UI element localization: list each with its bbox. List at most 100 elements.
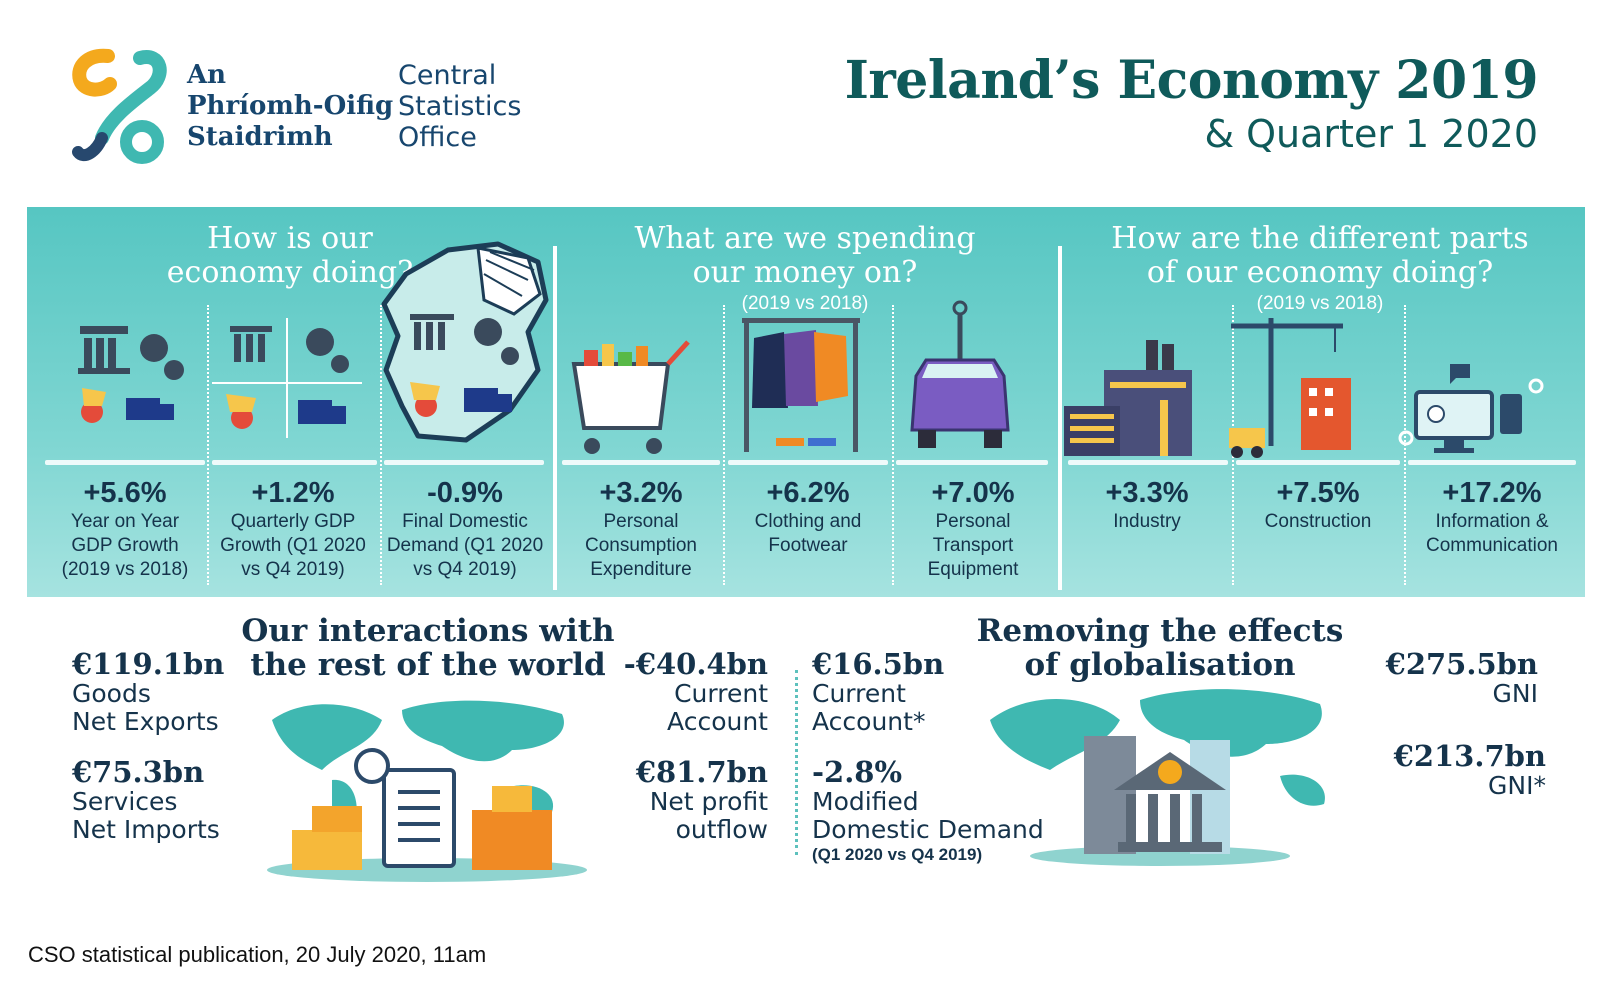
spending-question-line: our money on? <box>692 255 918 290</box>
goods-net-exports: €119.1bn Goods Net Exports <box>72 648 224 736</box>
stat-value: +17.2% <box>1442 477 1542 509</box>
spending-question: What are we spending our money on? <box>600 222 1010 290</box>
stat-value: -0.9% <box>427 477 503 509</box>
sectors-question-line: of our economy doing? <box>1146 255 1494 290</box>
stat-industry: +3.3% Industry <box>1064 476 1230 534</box>
stat-label: Final Domestic <box>402 511 528 532</box>
section-divider <box>553 246 557 590</box>
current-account-label: Current <box>674 679 768 708</box>
interactions-title: Our interactions with the rest of the wo… <box>238 614 618 682</box>
interactions-title-line: the rest of the world <box>250 647 606 683</box>
logo-irish-line: Staidrimh <box>187 122 333 152</box>
net-profit-label: Net profit <box>649 787 768 816</box>
stat-label: vs Q4 2019) <box>241 559 345 580</box>
world-bank-icon <box>990 689 1325 866</box>
stat-value: +3.3% <box>1105 477 1189 509</box>
stat-label: Personal <box>935 511 1011 532</box>
publication-footer: CSO statistical publication, 20 July 202… <box>28 942 487 967</box>
modified-domestic-demand: -2.8% Modified Domestic Demand (Q1 2020 … <box>812 756 1044 866</box>
stat-value: +5.6% <box>83 477 167 509</box>
net-profit-label: outflow <box>675 815 768 844</box>
modified-demand-label: Modified <box>812 787 919 816</box>
economy-question: How is our economy doing? <box>100 222 480 290</box>
shelf-line <box>1068 460 1228 465</box>
current-account-star-label: Account* <box>812 707 926 736</box>
stat-label: Information & <box>1435 511 1549 532</box>
logo-english-line: Office <box>398 122 477 153</box>
stat-gdp-quarterly: +1.2% Quarterly GDP Growth (Q1 2020 vs Q… <box>209 476 377 582</box>
stat-construction: +7.5% Construction <box>1234 476 1402 534</box>
current-account-label: Account <box>667 707 768 736</box>
stat-label: Year on Year <box>70 511 180 532</box>
logo-english-line: Central <box>398 60 497 91</box>
shopping-cart-icon <box>571 340 690 454</box>
logo-english-name: Central Statistics Office <box>398 60 521 153</box>
economy-question-line: economy doing? <box>166 255 414 290</box>
stat-label: Footwear <box>768 535 848 556</box>
stat-value: +7.0% <box>931 477 1015 509</box>
services-label: Net Imports <box>72 815 220 844</box>
shelf-line <box>384 460 544 465</box>
construction-crane-icon <box>1229 318 1351 458</box>
final-demand-icon <box>410 314 519 417</box>
sectors-period: (2019 vs 2018) <box>1256 293 1384 314</box>
logo-irish-line: Phríomh-Oifig <box>187 91 394 121</box>
logo-irish-line: An <box>187 60 227 90</box>
stat-personal-consumption: +3.2% Personal Consumption Expenditure <box>560 476 722 582</box>
services-label: Services <box>72 787 178 816</box>
world-trade-icon <box>267 700 587 882</box>
current-account-value: -€40.4bn <box>623 647 768 681</box>
spending-period: (2019 vs 2018) <box>741 293 869 314</box>
stat-label: vs Q4 2019) <box>413 559 517 580</box>
modified-demand-label: Domestic Demand <box>812 815 1044 844</box>
net-profit-value: €81.7bn <box>635 755 768 789</box>
current-account-star-label: Current <box>812 679 906 708</box>
stat-transport-equipment: +7.0% Personal Transport Equipment <box>894 476 1052 582</box>
gni-label: GNI <box>1492 679 1538 708</box>
stat-label: Construction <box>1264 511 1372 532</box>
page-title: Ireland’s Economy 2019 <box>844 50 1539 111</box>
stat-clothing-footwear: +6.2% Clothing and Footwear <box>726 476 890 558</box>
services-value: €75.3bn <box>72 755 205 789</box>
globalisation-title-line: Removing the effects <box>976 613 1344 649</box>
dotted-divider <box>892 305 894 585</box>
stat-label: (2019 vs 2018) <box>61 559 189 580</box>
services-net-imports: €75.3bn Services Net Imports <box>72 756 220 844</box>
shelf-line <box>212 460 377 465</box>
stat-label: GDP Growth <box>71 535 179 556</box>
dotted-divider <box>380 305 382 585</box>
quarterly-growth-icon <box>212 318 362 438</box>
stat-information-communication: +17.2% Information & Communication <box>1406 476 1578 558</box>
modified-demand-note: (Q1 2020 vs Q4 2019) <box>812 845 983 864</box>
spending-question-line: What are we spending <box>634 221 976 256</box>
stat-final-domestic-demand: -0.9% Final Domestic Demand (Q1 2020 vs … <box>382 476 548 582</box>
economy-question-line: How is our <box>207 221 373 256</box>
stat-label: Clothing and <box>754 511 862 532</box>
stat-label: Expenditure <box>590 559 692 580</box>
dotted-divider <box>795 670 798 855</box>
globalisation-title: Removing the effects of globalisation <box>975 614 1345 682</box>
stat-value: +6.2% <box>766 477 850 509</box>
gni-value: €275.5bn <box>1385 647 1538 681</box>
net-profit-outflow: €81.7bn Net profit outflow <box>600 756 768 844</box>
stat-label: Communication <box>1426 535 1558 556</box>
gni-star-label: GNI* <box>1488 771 1546 800</box>
section-divider <box>1058 246 1062 590</box>
goods-label: Goods <box>72 679 151 708</box>
stat-label: Quarterly GDP <box>230 511 356 532</box>
stat-label: Growth (Q1 2020 <box>220 535 366 556</box>
stat-value: +7.5% <box>1276 477 1360 509</box>
factory-icon <box>1064 340 1192 456</box>
goods-value: €119.1bn <box>72 647 225 681</box>
current-account-star-value: €16.5bn <box>812 647 945 681</box>
cso-logo-icon <box>72 48 167 164</box>
shelf-line <box>562 460 720 465</box>
gni-adjusted: €213.7bn GNI* <box>1350 740 1546 800</box>
stat-value: +1.2% <box>251 477 335 509</box>
dotted-divider <box>207 305 209 585</box>
bank-and-trade-icon <box>78 326 184 423</box>
stat-label: Demand (Q1 2020 <box>386 535 544 556</box>
dotted-divider <box>723 305 725 585</box>
current-account-adjusted: €16.5bn Current Account* <box>812 648 944 736</box>
communication-devices-icon <box>1398 364 1544 453</box>
